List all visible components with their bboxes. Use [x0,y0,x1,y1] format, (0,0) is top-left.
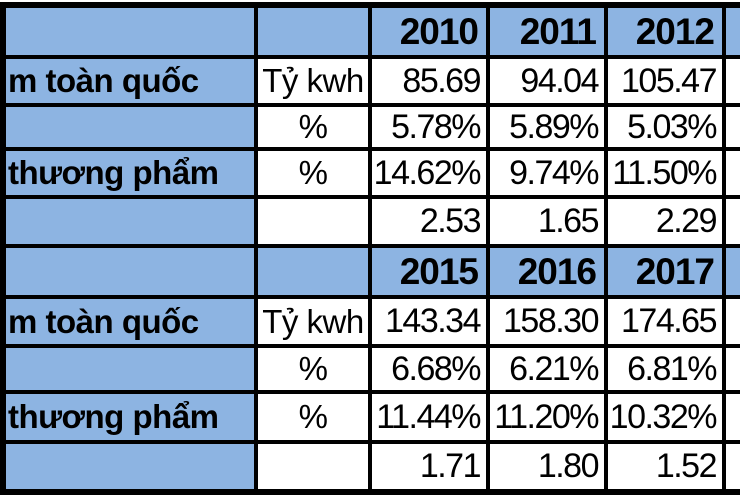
value-cell[interactable]: 1.71 [372,444,486,489]
value-cell[interactable]: 94.04 [490,59,604,103]
row-label-cell[interactable]: m toàn quốc [6,59,254,103]
value-cell[interactable]: 1.80 [490,444,604,489]
header-unit-cell[interactable] [258,8,368,55]
value-cell[interactable]: 5.89% [490,107,604,147]
unit-cell[interactable] [258,444,368,489]
value-cell-clipped[interactable] [726,107,740,147]
value-cell-clipped[interactable] [726,151,740,195]
row-label-cell[interactable]: m toàn quốc [6,299,254,344]
value-cell[interactable]: 11.20% [490,394,604,440]
row-label-cell[interactable] [6,199,254,244]
value-cell[interactable]: 5.78% [372,107,486,147]
header-unit-cell[interactable] [258,248,368,295]
value-cell[interactable]: 85.69 [372,59,486,103]
year-header[interactable]: 2011 [490,8,604,55]
value-cell[interactable]: 174.65 [608,299,722,344]
row-label-cell[interactable] [6,107,254,147]
row-label-cell[interactable] [6,348,254,390]
value-cell[interactable]: 6.81% [608,348,722,390]
value-cell[interactable]: 10.32% [608,394,722,440]
value-cell[interactable]: 143.34 [372,299,486,344]
header-corner-cell[interactable] [6,8,254,55]
row-label-cell[interactable]: thương phẩm [6,394,254,440]
year-header[interactable]: 2010 [372,8,486,55]
row-label-cell[interactable]: thương phẩm [6,151,254,195]
value-cell[interactable]: 2.53 [372,199,486,244]
unit-cell[interactable] [258,199,368,244]
unit-cell[interactable]: % [258,348,368,390]
value-cell[interactable]: 158.30 [490,299,604,344]
value-cell[interactable]: 2.29 [608,199,722,244]
value-cell-clipped[interactable] [726,59,740,103]
year-header[interactable]: 2015 [372,248,486,295]
value-cell-clipped[interactable] [726,348,740,390]
unit-cell[interactable]: % [258,107,368,147]
year-header-clipped[interactable] [726,8,740,55]
unit-cell[interactable]: % [258,151,368,195]
value-cell-clipped[interactable] [726,394,740,440]
value-cell[interactable]: 5.03% [608,107,722,147]
value-cell-clipped[interactable] [726,199,740,244]
year-header[interactable]: 2017 [608,248,722,295]
year-header[interactable]: 2016 [490,248,604,295]
value-cell[interactable]: 9.74% [490,151,604,195]
row-label-cell[interactable] [6,444,254,489]
value-cell[interactable]: 105.47 [608,59,722,103]
value-cell[interactable]: 11.50% [608,151,722,195]
value-cell-clipped[interactable] [726,444,740,489]
value-cell[interactable]: 1.52 [608,444,722,489]
unit-cell[interactable]: Tỷ kwh [258,299,368,344]
year-header-clipped[interactable] [726,248,740,295]
unit-cell[interactable]: % [258,394,368,440]
value-cell[interactable]: 14.62% [372,151,486,195]
value-cell[interactable]: 11.44% [372,394,486,440]
value-cell-clipped[interactable] [726,299,740,344]
header-corner-cell[interactable] [6,248,254,295]
unit-cell[interactable]: Tỷ kwh [258,59,368,103]
value-cell[interactable]: 1.65 [490,199,604,244]
year-header[interactable]: 2012 [608,8,722,55]
value-cell[interactable]: 6.21% [490,348,604,390]
value-cell[interactable]: 6.68% [372,348,486,390]
